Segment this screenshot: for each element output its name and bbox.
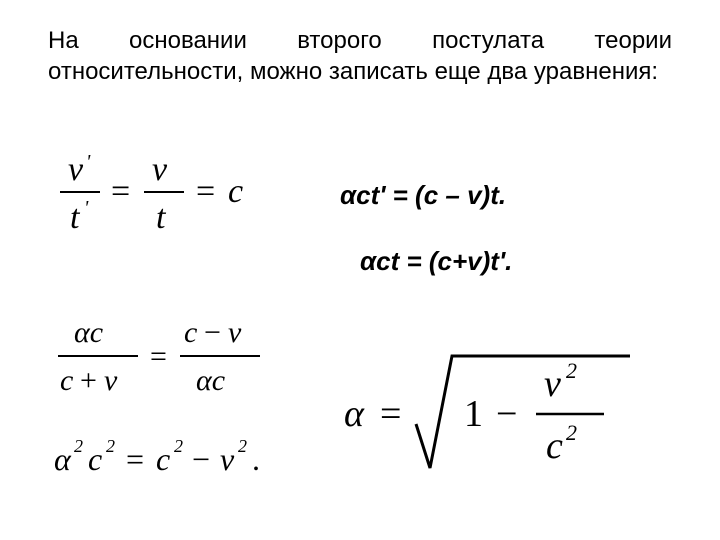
svg-text:+: + xyxy=(80,364,97,397)
svg-text:1: 1 xyxy=(464,393,483,435)
svg-text:v: v xyxy=(544,363,561,405)
svg-text:c: c xyxy=(88,441,102,477)
svg-text:c: c xyxy=(184,316,197,349)
svg-text:αc: αc xyxy=(74,316,103,349)
svg-text:v: v xyxy=(68,151,84,188)
equation-alpha-sqrt: α = 1 − v2 c2 xyxy=(340,340,660,490)
svg-text:=: = xyxy=(126,441,144,477)
equation-alpha-ct-prime: αct' = (c – v)t. xyxy=(340,180,506,211)
svg-text:t: t xyxy=(156,199,167,236)
svg-text:': ' xyxy=(84,197,89,219)
intro-paragraph: На основании второго постулата теории от… xyxy=(48,26,672,87)
equation-alpha-ct: αct = (c+v)t'. xyxy=(360,246,512,277)
svg-text:c: c xyxy=(60,364,73,397)
svg-text:2: 2 xyxy=(106,436,115,456)
equation-alpha-c-ratio: αc c+v = c−v αc xyxy=(52,310,312,406)
svg-text:c: c xyxy=(156,441,170,477)
svg-text:v: v xyxy=(152,151,168,188)
svg-text:−: − xyxy=(204,316,221,349)
svg-text:2: 2 xyxy=(566,358,577,383)
svg-text:v: v xyxy=(104,364,118,397)
svg-text:=: = xyxy=(380,393,401,435)
equation-alpha-squared: α2 c2 = c2 − v2 . xyxy=(52,430,312,486)
svg-text:=: = xyxy=(150,340,167,373)
svg-text:α: α xyxy=(54,441,72,477)
svg-text:=: = xyxy=(111,173,130,210)
svg-text:2: 2 xyxy=(74,436,83,456)
svg-text:−: − xyxy=(496,393,517,435)
svg-text:v: v xyxy=(220,441,235,477)
svg-text:αc: αc xyxy=(196,364,225,397)
svg-text:2: 2 xyxy=(238,436,247,456)
svg-text:=: = xyxy=(196,173,215,210)
svg-text:α: α xyxy=(344,393,365,435)
svg-text:c: c xyxy=(228,173,243,210)
svg-text:−: − xyxy=(192,441,210,477)
svg-text:v: v xyxy=(228,316,242,349)
svg-text:.: . xyxy=(252,441,260,477)
equation-velocity-ratio: v ' t ' = v t = c xyxy=(56,146,286,240)
svg-text:2: 2 xyxy=(174,436,183,456)
svg-text:t: t xyxy=(70,199,81,236)
svg-text:2: 2 xyxy=(566,420,577,445)
svg-text:c: c xyxy=(546,425,563,467)
svg-text:': ' xyxy=(86,151,91,173)
